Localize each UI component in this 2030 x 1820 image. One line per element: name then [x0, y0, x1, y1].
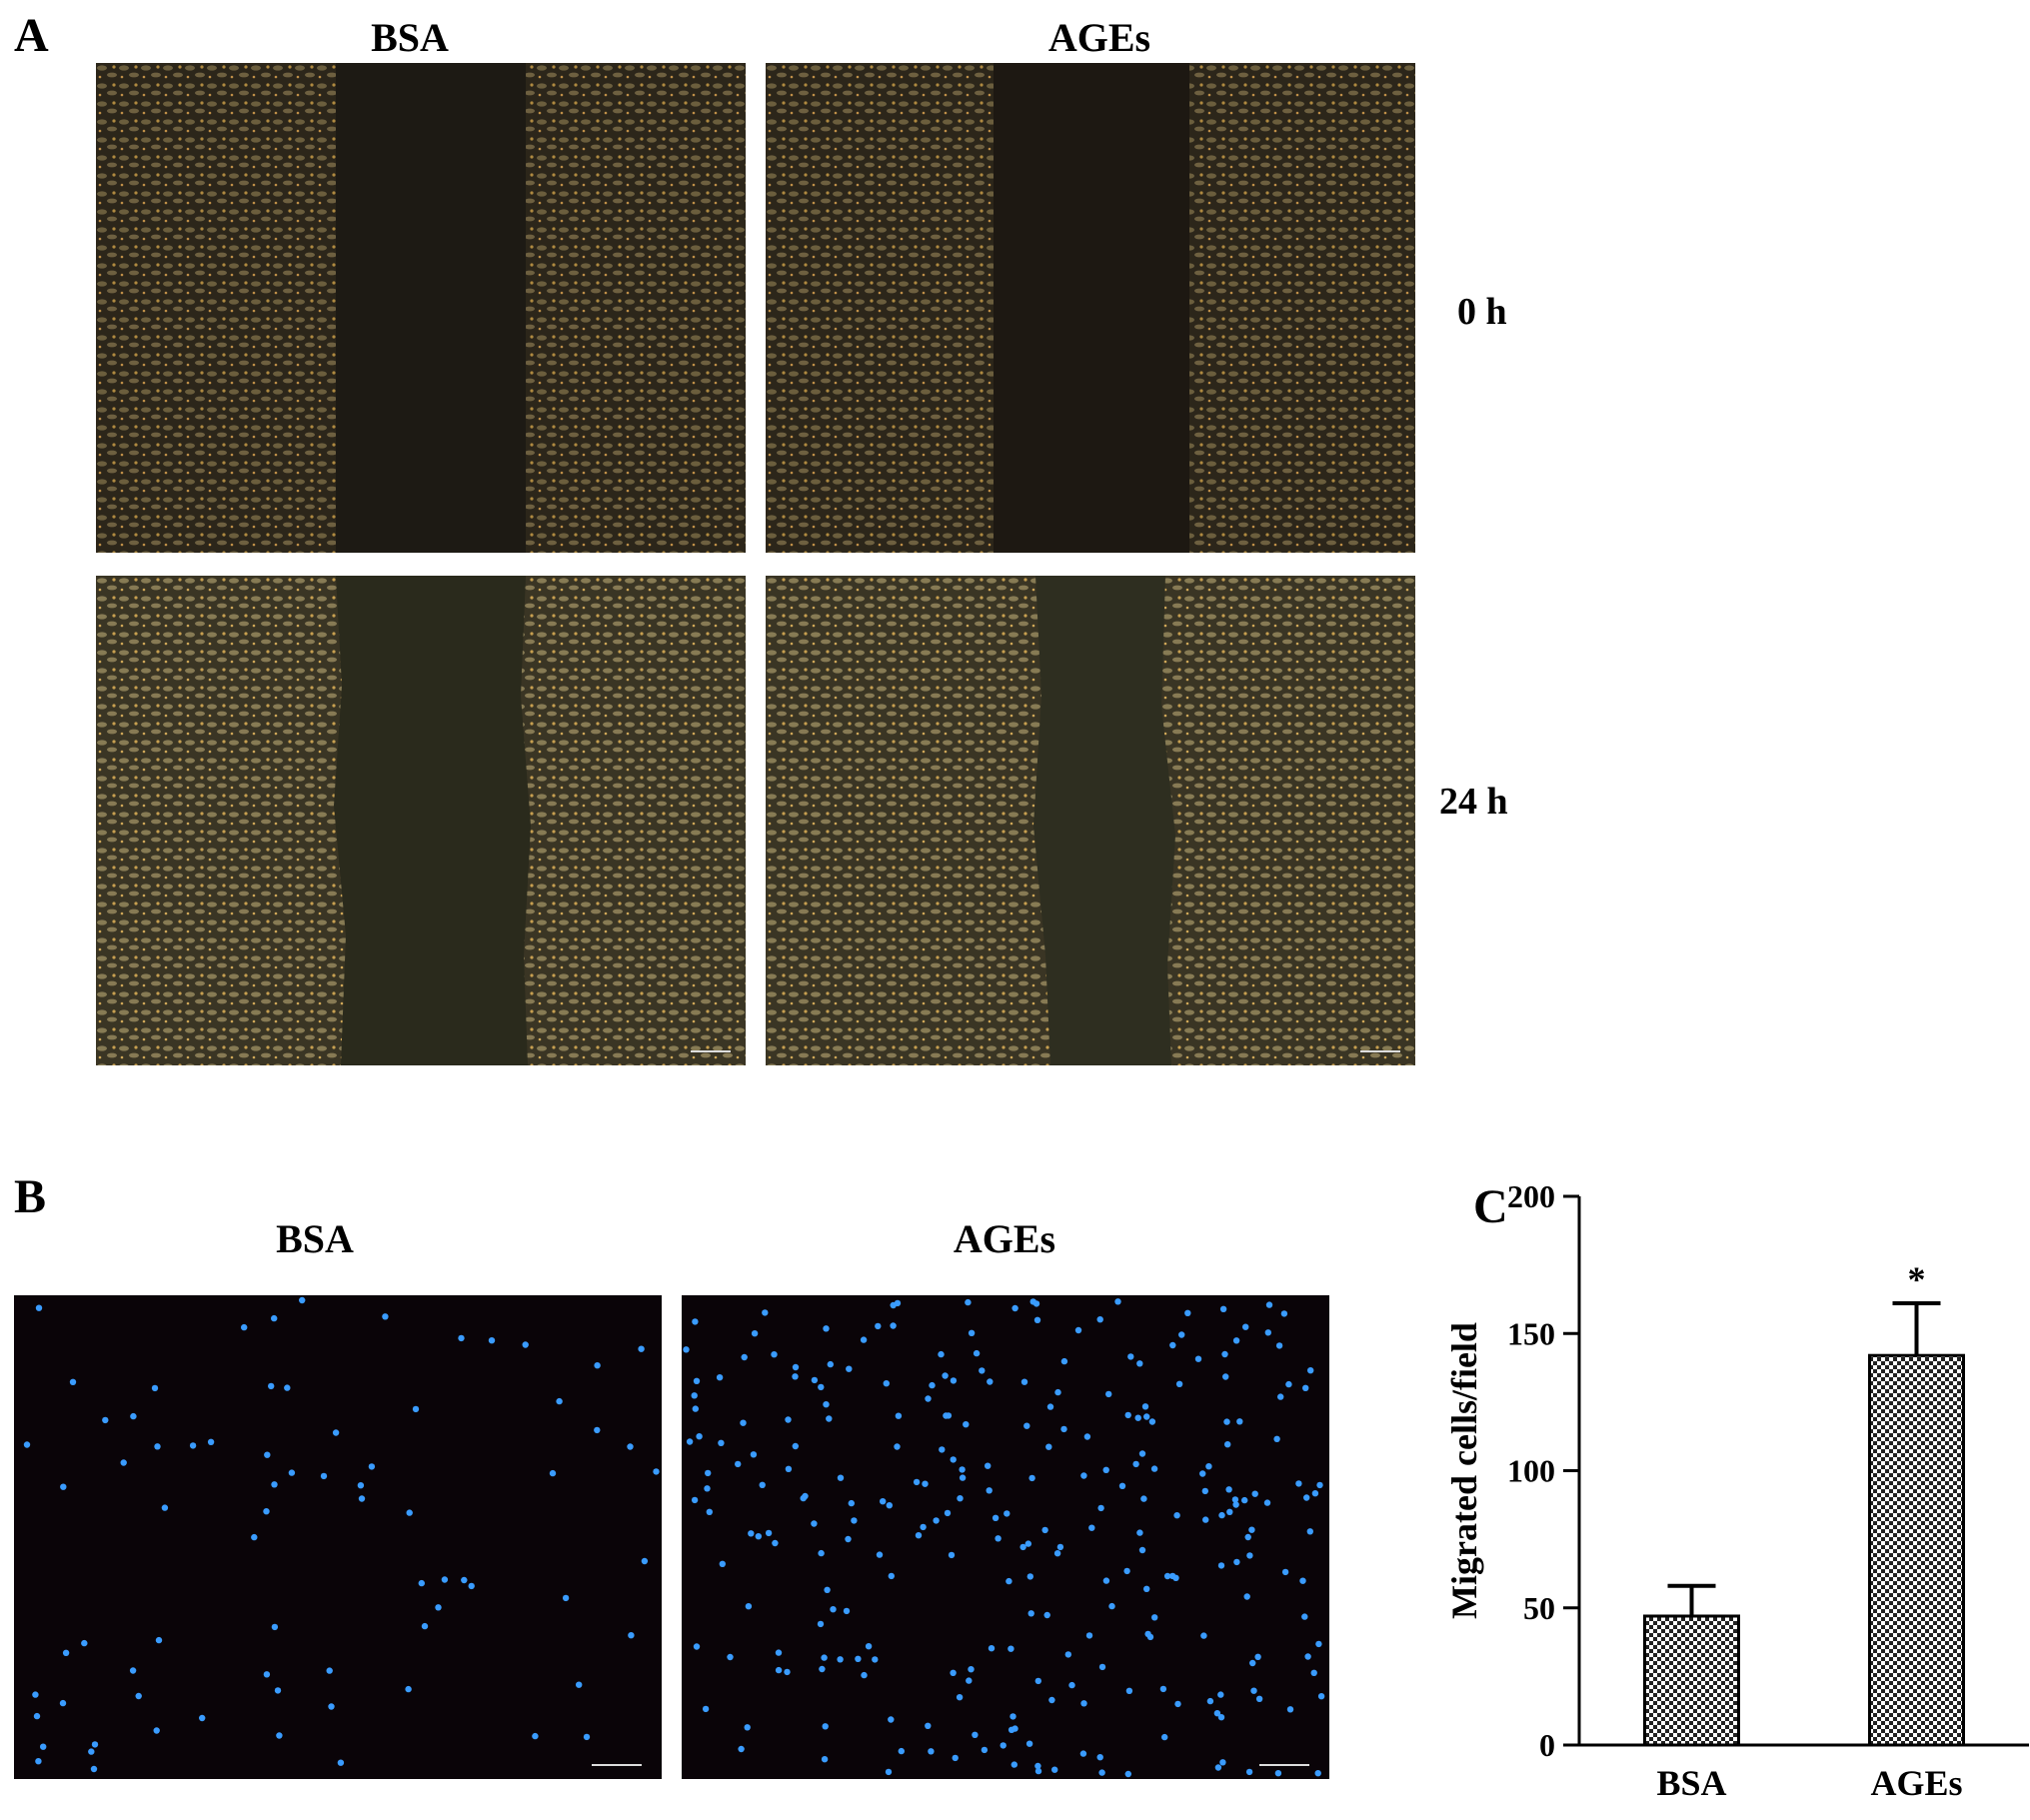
y-tick-label: 0	[1539, 1727, 1555, 1763]
bar-chart-migrated-cells: 0 50 100 150 200 Migrated cells/field BSA * AGEs	[1429, 1149, 2030, 1815]
micrograph-bsa-24h	[96, 576, 746, 1065]
bar-ages	[1868, 1353, 1965, 1747]
y-tick-label: 200	[1507, 1178, 1555, 1214]
panel-b-col-bsa-title: BSA	[276, 1216, 354, 1261]
panel-a-letter: A	[14, 9, 49, 62]
y-tick-label: 150	[1507, 1315, 1555, 1351]
micrograph-bsa-0h	[96, 63, 746, 553]
panel-b-letter: B	[14, 1170, 47, 1223]
y-axis-label: Migrated cells/field	[1444, 1322, 1484, 1619]
panel-b-col-ages-title: AGEs	[953, 1216, 1056, 1261]
fluorescence-bsa	[14, 1295, 662, 1779]
y-tick-label: 50	[1523, 1590, 1555, 1626]
micrograph-ages-24h	[766, 576, 1415, 1065]
x-tick-label: BSA	[1656, 1763, 1726, 1803]
significance-marker: *	[1908, 1259, 1926, 1299]
fluorescence-ages	[682, 1295, 1329, 1779]
panel-a-row-0h-title: 0 h	[1457, 291, 1507, 333]
panel-a-col-ages-title: AGEs	[1047, 15, 1151, 60]
panel-a-row-24h-title: 24 h	[1439, 781, 1508, 823]
panel-c-letter: C	[1473, 1180, 1508, 1233]
y-tick-label: 100	[1507, 1453, 1555, 1489]
x-tick-label: AGEs	[1870, 1763, 1962, 1803]
micrograph-ages-0h	[766, 63, 1415, 553]
bar-bsa	[1643, 1614, 1740, 1747]
panel-a-col-bsa-title: BSA	[371, 15, 449, 60]
